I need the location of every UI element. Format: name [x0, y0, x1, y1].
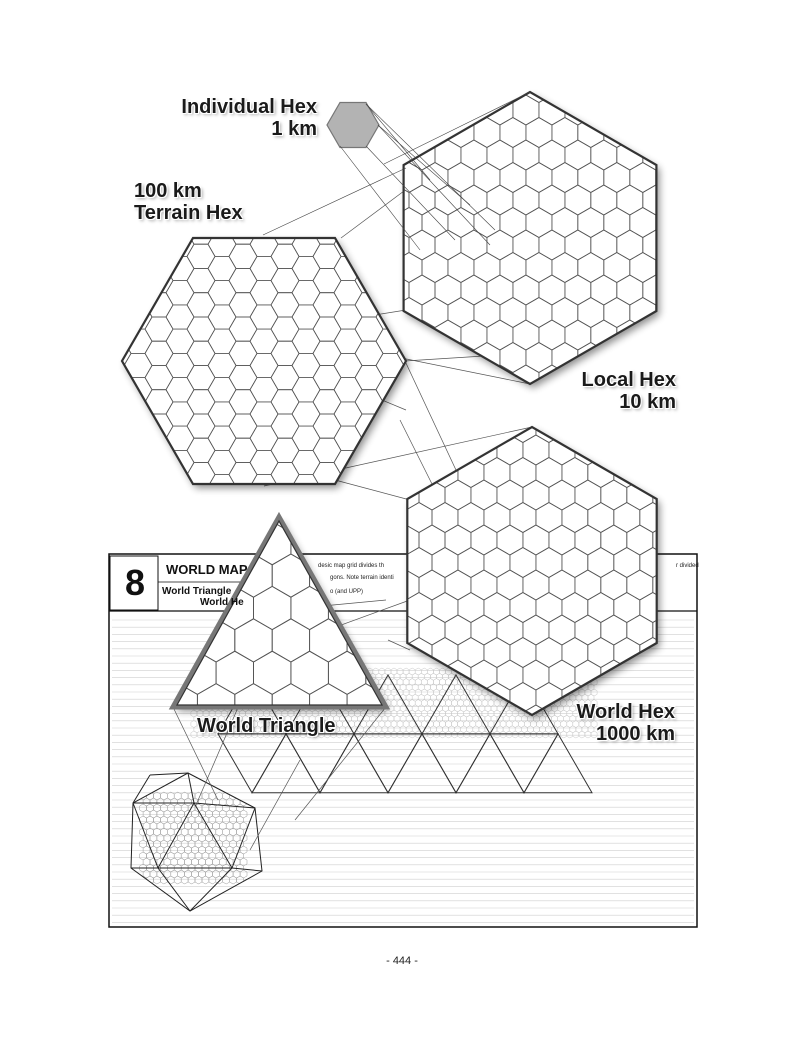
terrain-hex-label-line1: 100 km	[134, 180, 202, 202]
form-note-line3: o (and UPP)	[330, 589, 364, 595]
form-note-line2: gons. Note terrain identi	[330, 575, 394, 581]
terrain-hex-label: 100 km Terrain Hex	[134, 180, 243, 225]
individual-hex-label-line1: Individual Hex	[181, 96, 317, 118]
world-hex-label-line2: 1000 km	[596, 723, 675, 746]
form-number: 8	[124, 562, 146, 603]
world-hex-label: World Hex 1000 km	[548, 701, 675, 746]
icosahedron-model	[130, 772, 263, 912]
terrain-hex	[122, 238, 406, 484]
form-subtitle-line2: World He	[200, 597, 244, 608]
terrain-hex-label-line2: Terrain Hex	[134, 202, 243, 225]
local-hex-label: Local Hex 10 km	[560, 369, 676, 414]
world-triangle-label: World Triangle	[197, 715, 336, 737]
page-number: - 444 -	[386, 955, 418, 967]
individual-hex-label: Individual Hex 1 km	[160, 96, 317, 141]
form-subtitle-line1: World Triangle	[162, 586, 232, 597]
form-note-line1: desic map grid divides th	[318, 563, 385, 569]
form-title: WORLD MAP	[166, 562, 248, 577]
individual-hex	[326, 101, 380, 149]
local-hex-label-line2: 10 km	[619, 391, 676, 414]
form-note-right: r divided	[676, 563, 699, 569]
local-hex-label-line1: Local Hex	[581, 369, 676, 391]
individual-hex-label-line2: 1 km	[271, 118, 317, 141]
world-hex-label-line1: World Hex	[576, 701, 675, 723]
